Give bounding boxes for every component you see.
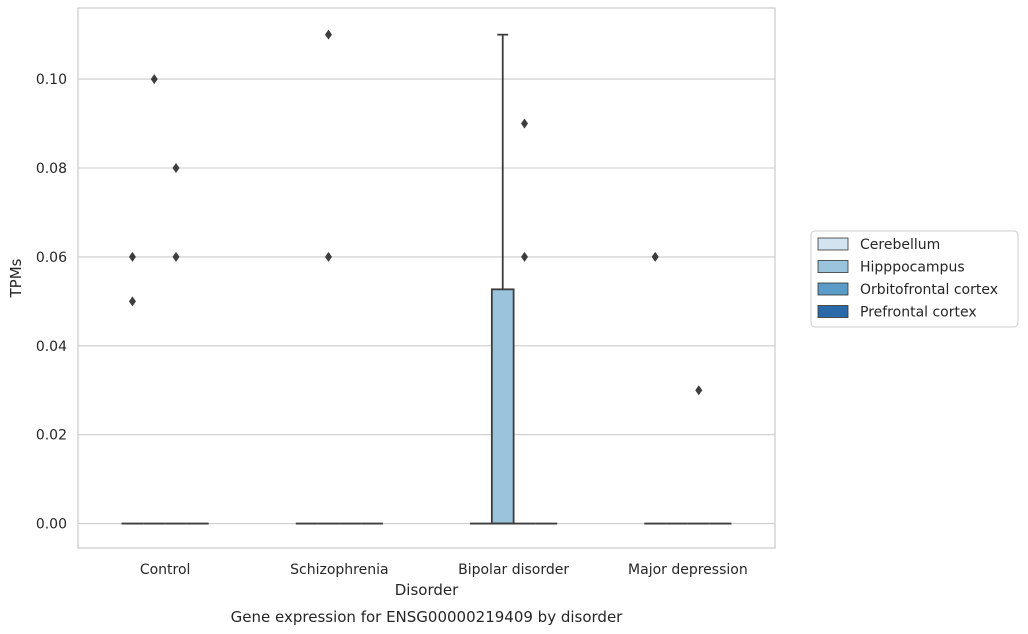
- x-tick-label: Bipolar disorder: [458, 562, 569, 578]
- y-tick-label: 0.10: [36, 72, 67, 88]
- outlier-point: [172, 163, 180, 173]
- chart-caption: Gene expression for ENSG00000219409 by d…: [231, 608, 624, 626]
- outlier-point: [128, 296, 136, 307]
- y-tick-label: 0.02: [36, 428, 67, 444]
- grid-lines: [78, 78, 775, 525]
- x-tick-label: Control: [140, 562, 191, 578]
- legend-entry-label: Prefrontal cortex: [860, 305, 977, 321]
- y-tick-label: 0.06: [36, 250, 67, 266]
- outlier-point: [324, 29, 332, 40]
- box-layer: [121, 29, 732, 525]
- legend-swatch: [817, 260, 849, 273]
- box-group: [121, 251, 144, 525]
- y-axis-label: TPMs: [7, 258, 25, 298]
- legend-swatch: [817, 305, 849, 318]
- box-group: [143, 74, 166, 525]
- outlier-point: [651, 251, 659, 262]
- box-group: [317, 29, 340, 525]
- y-tick-label: 0.00: [36, 517, 67, 533]
- y-axis-ticks: 0.00 0.02 0.04 0.06 0.08 0.10: [36, 72, 67, 532]
- legend-entry-label: Orbitofrontal cortex: [860, 282, 998, 298]
- y-tick-label: 0.04: [36, 339, 67, 355]
- x-tick-label: Major depression: [628, 562, 748, 578]
- box-iqr: [490, 288, 515, 525]
- outlier-point: [150, 74, 158, 85]
- x-axis-ticks: Control Schizophrenia Bipolar disorder Majo…: [140, 562, 748, 578]
- outlier-point: [521, 251, 529, 262]
- y-tick-label: 0.08: [36, 161, 67, 177]
- box-group: [687, 385, 710, 525]
- plot-area-frame: [77, 7, 776, 549]
- outlier-point: [521, 118, 529, 129]
- outlier-point: [695, 385, 703, 396]
- outlier-point: [324, 251, 332, 262]
- x-axis-label: Disorder: [395, 581, 459, 599]
- outlier-point: [172, 251, 180, 262]
- legend: Cerebellum Hipppocampus Orbitofrontal cort…: [810, 230, 1019, 328]
- box-group: [513, 118, 536, 525]
- legend-entry-label: Cerebellum: [860, 237, 940, 253]
- legend-entry-label: Hipppocampus: [860, 260, 965, 276]
- x-tick-label: Schizophrenia: [290, 562, 388, 578]
- outlier-point: [128, 251, 136, 262]
- box-group: [644, 251, 667, 525]
- legend-swatch: [817, 237, 849, 251]
- legend-swatch: [817, 282, 849, 296]
- legend-frame: [810, 230, 1019, 328]
- box-group: [165, 163, 187, 525]
- box-group: [490, 33, 515, 525]
